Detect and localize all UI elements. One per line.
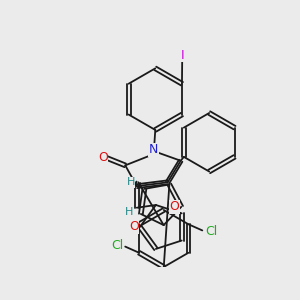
Text: N: N (149, 143, 158, 157)
Text: O: O (98, 151, 108, 164)
Text: O: O (129, 220, 139, 233)
Text: I: I (180, 49, 184, 62)
Text: Cl: Cl (111, 238, 124, 252)
Text: Cl: Cl (206, 226, 218, 238)
Text: H: H (127, 177, 135, 187)
Text: O: O (169, 200, 179, 213)
Text: H: H (125, 207, 133, 217)
